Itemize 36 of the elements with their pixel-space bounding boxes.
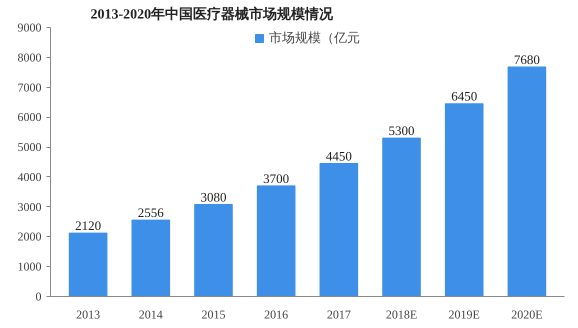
y-tick-label: 5000 <box>18 140 42 154</box>
y-tick-label: 6000 <box>18 110 42 124</box>
data-label: 3700 <box>263 170 290 186</box>
bar <box>131 220 170 296</box>
data-label: 5300 <box>388 123 415 138</box>
legend-label: 市场规模（亿元 <box>269 29 360 47</box>
bar <box>508 66 546 296</box>
data-label: 2556 <box>138 205 164 220</box>
data-label: 6450 <box>451 88 478 104</box>
bar <box>444 103 484 296</box>
bar <box>68 232 108 296</box>
x-tick-label: 2017 <box>326 308 351 322</box>
data-label: 7680 <box>514 52 540 67</box>
data-label: 2120 <box>75 218 102 234</box>
y-tick-label: 8000 <box>18 50 42 64</box>
y-tick-label: 2000 <box>18 230 42 244</box>
x-tick-label: 2013 <box>76 308 100 322</box>
x-tick-label: 2019E <box>448 308 480 322</box>
bar <box>194 204 233 296</box>
y-tick-label: 4000 <box>18 170 42 184</box>
chart-title: 2013-2020年中国医疗器械市场规模情况 <box>90 6 334 22</box>
y-tick-label: 3000 <box>18 200 42 214</box>
y-tick-label: 0 <box>36 290 42 304</box>
x-tick-label: 2014 <box>138 308 163 322</box>
bar <box>256 185 296 296</box>
data-label: 3080 <box>200 189 226 204</box>
bar <box>320 162 358 296</box>
x-tick-label: 2015 <box>201 308 226 322</box>
y-tick-label: 1000 <box>18 260 42 274</box>
x-tick-label: 2016 <box>264 308 288 322</box>
x-tick-label: 2020E <box>511 308 543 322</box>
data-label: 4450 <box>326 148 352 164</box>
y-tick-label: 9000 <box>18 20 42 34</box>
x-tick-label: 2018E <box>386 308 418 322</box>
y-tick-label: 7000 <box>18 80 42 94</box>
bar <box>382 138 421 296</box>
